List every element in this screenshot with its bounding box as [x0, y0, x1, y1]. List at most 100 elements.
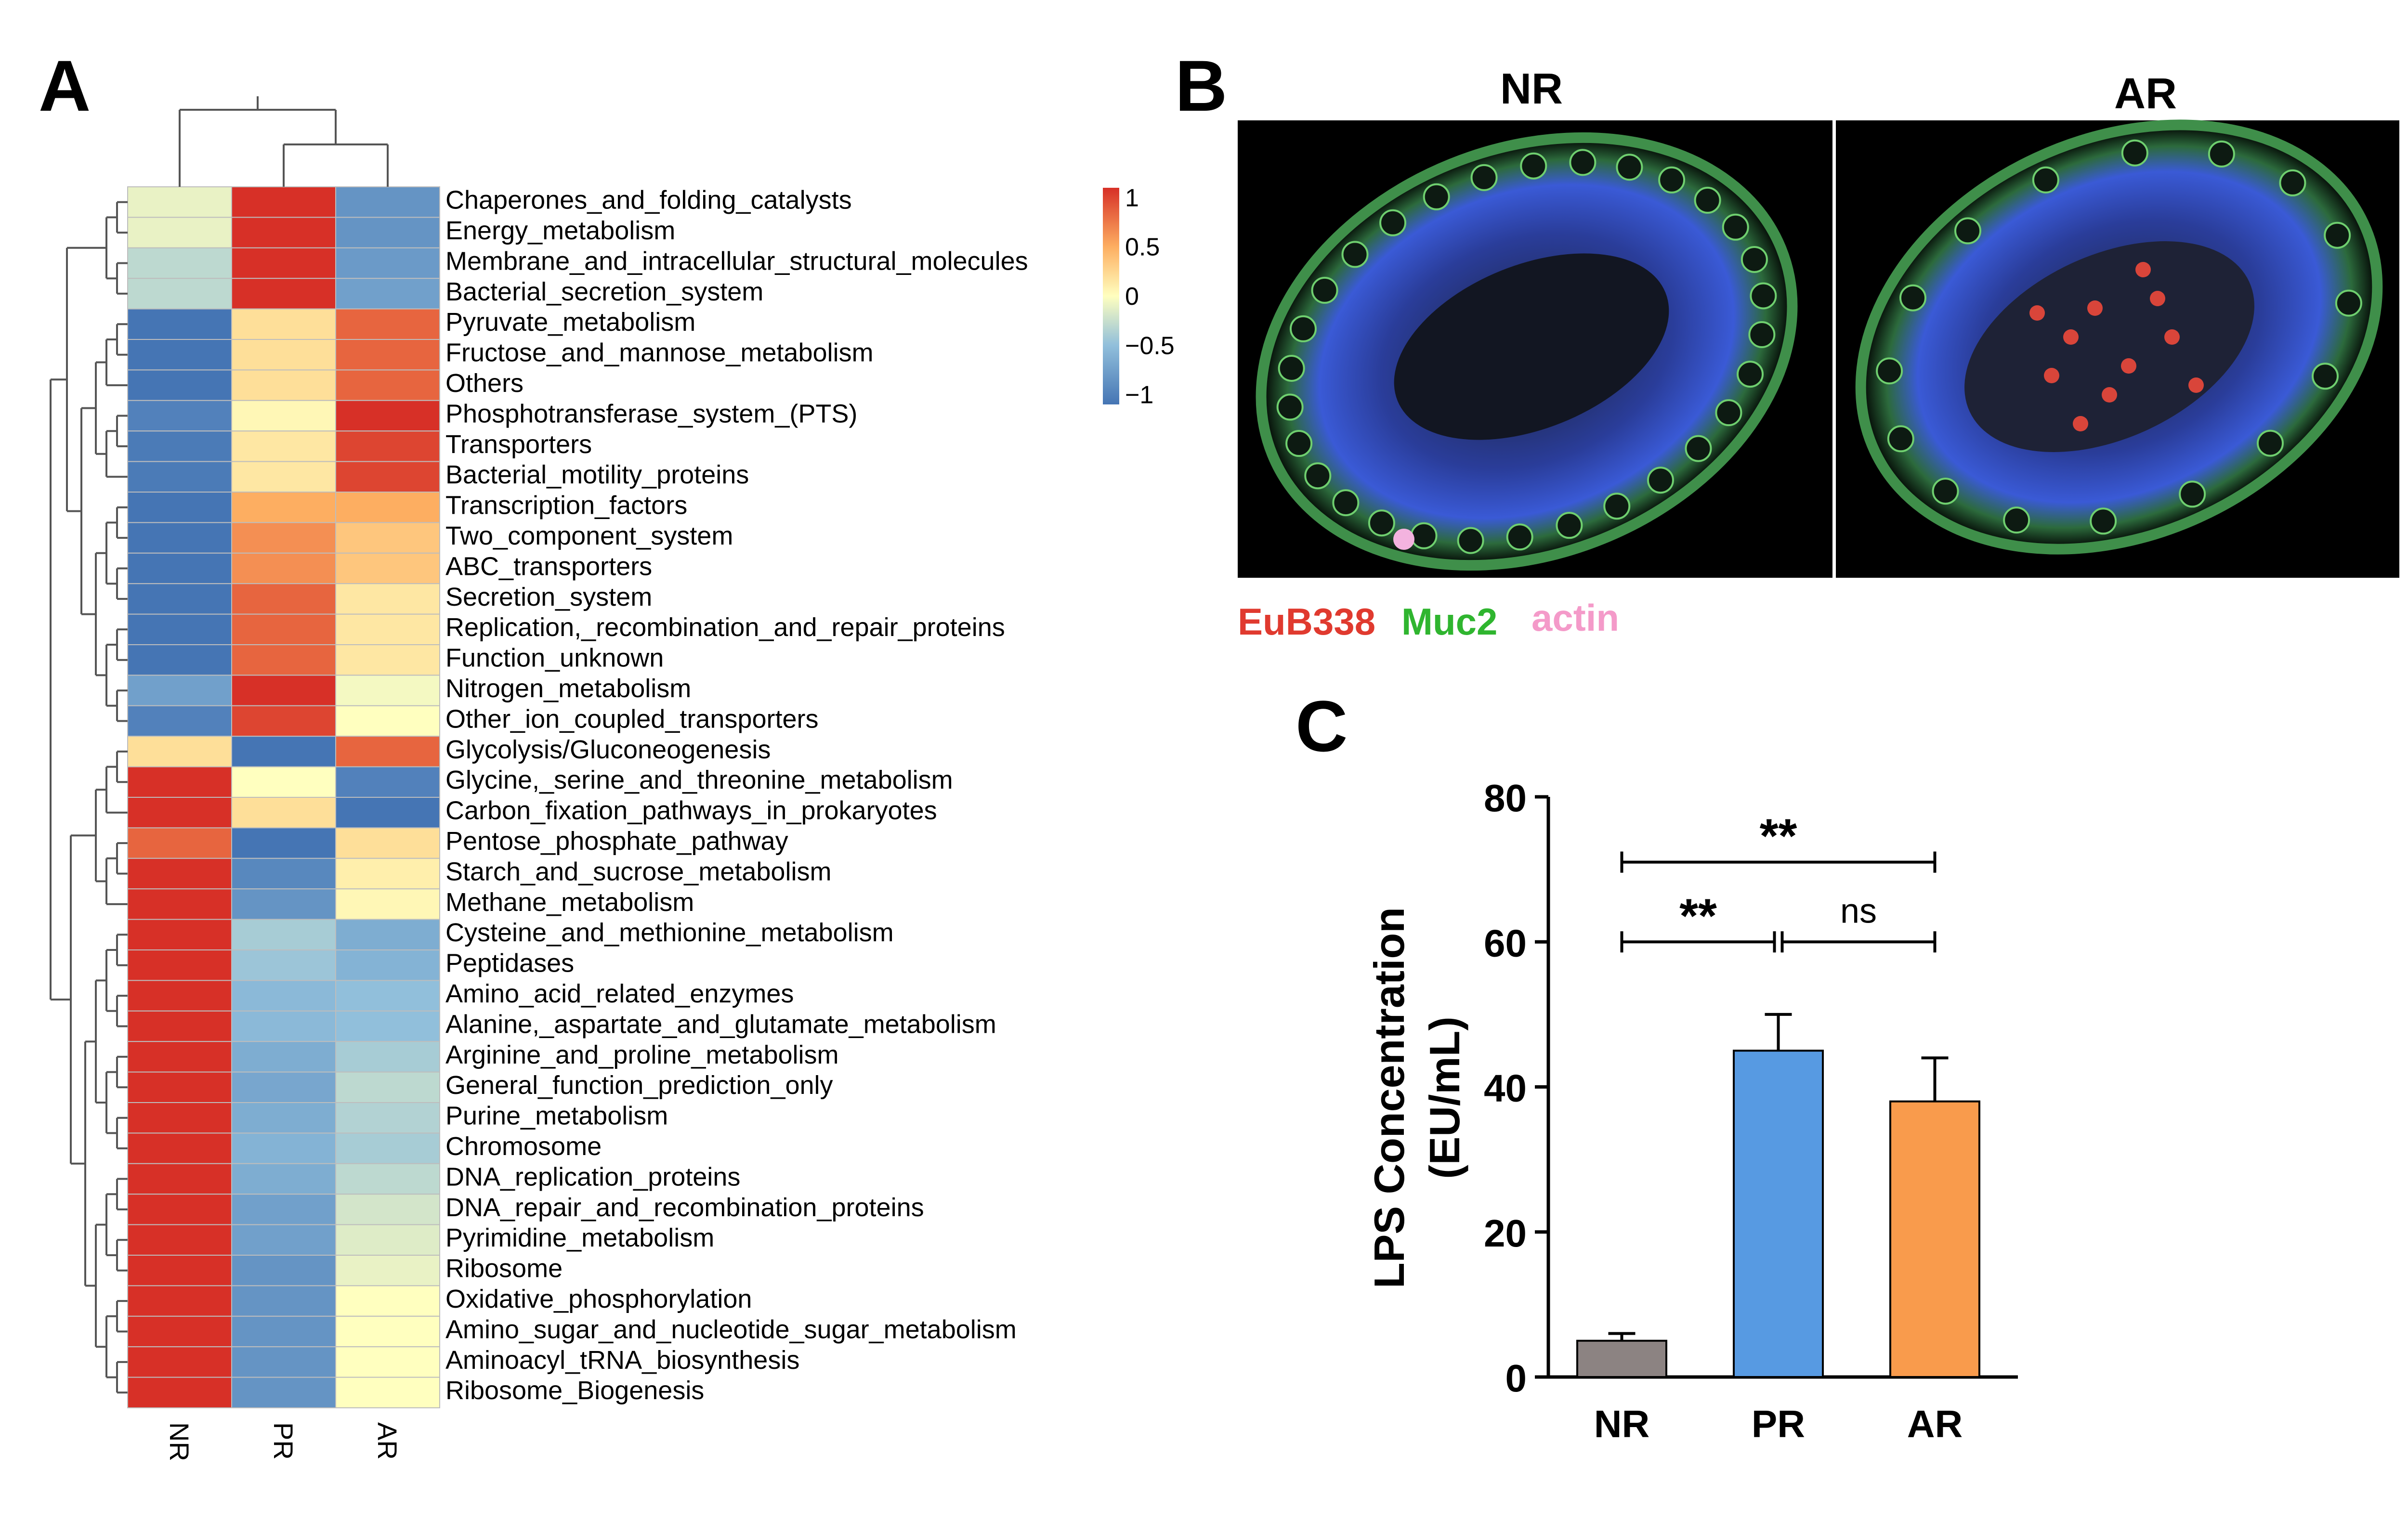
heatmap-cell — [127, 1010, 232, 1042]
heatmap-cell — [335, 1255, 440, 1286]
goblet-cell — [1694, 186, 1721, 214]
y-tick-label: 40 — [1484, 1067, 1527, 1110]
goblet-cell — [1379, 209, 1407, 236]
heatmap-cell — [231, 705, 336, 737]
bacteria-signal — [2087, 300, 2103, 316]
heatmap-cell — [335, 583, 440, 615]
y-tick-label: 0 — [1505, 1357, 1527, 1400]
heatmap-cell — [231, 1071, 336, 1104]
heatmap-cell — [231, 827, 336, 859]
goblet-cell — [1647, 467, 1674, 494]
goblet-cell — [1410, 522, 1438, 549]
heatmap-cell — [127, 1255, 232, 1286]
heatmap-cell — [231, 1194, 336, 1225]
heatmap-cell — [335, 675, 440, 706]
heatmap-cell — [231, 1285, 336, 1317]
goblet-cell — [2003, 507, 2030, 534]
bacteria-signal — [2073, 416, 2088, 431]
goblet-cell — [2256, 429, 2284, 457]
heatmap-cell — [127, 1285, 232, 1317]
color-scale-bar — [1103, 188, 1119, 404]
significance-label: ** — [1679, 889, 1717, 943]
heatmap-cell — [127, 797, 232, 829]
heatmap-cell — [231, 1041, 336, 1073]
heatmap-cell — [231, 919, 336, 950]
heatmap-cell — [127, 705, 232, 737]
heatmap-cell — [127, 583, 232, 615]
heatmap-row-label: Alanine,_aspartate_and_glutamate_metabol… — [445, 1010, 996, 1039]
heatmap-cell — [127, 736, 232, 767]
bacteria-signal — [2164, 329, 2180, 345]
heatmap-cell — [231, 552, 336, 585]
heatmap-row-label: Amino_acid_related_enzymes — [445, 979, 794, 1008]
heatmap-cell — [127, 949, 232, 981]
heatmap-cell — [335, 339, 440, 371]
goblet-cell — [1470, 164, 1498, 191]
heatmap-row-label: Bacterial_secretion_system — [445, 277, 763, 306]
y-tick-label: 80 — [1484, 777, 1527, 819]
heatmap-cell — [335, 308, 440, 340]
heatmap-cell — [127, 613, 232, 645]
color-scale-tick: 0 — [1125, 283, 1139, 311]
heatmap-row-label: Others — [445, 369, 523, 398]
heatmap-cell — [127, 217, 232, 248]
heatmap-row-label: Two_component_system — [445, 521, 733, 550]
heatmap-cell — [231, 461, 336, 493]
heatmap-cell — [231, 949, 336, 981]
goblet-cell — [1715, 399, 1742, 427]
goblet-cell — [2121, 139, 2148, 167]
heatmap-cell — [231, 980, 336, 1012]
heatmap-cell — [231, 492, 336, 523]
heatmap-row-label: Carbon_fixation_pathways_in_prokaryotes — [445, 796, 937, 825]
heatmap-cell — [335, 705, 440, 737]
heatmap-cell — [231, 1346, 336, 1378]
heatmap-cell — [127, 1071, 232, 1104]
bacteria-signal — [2188, 377, 2204, 393]
heatmap-cell — [335, 797, 440, 829]
color-scale-legend: 1 0.5 0 −0.5 −1 — [1103, 184, 1175, 409]
x-tick-label: AR — [1907, 1403, 1963, 1445]
heatmap-row-label: Transcription_factors — [445, 491, 687, 520]
bacteria-signal — [2102, 387, 2117, 403]
heatmap-cell — [335, 888, 440, 920]
goblet-cell — [1748, 321, 1776, 349]
significance-label: ns — [1840, 892, 1877, 930]
significance-label: ** — [1760, 809, 1797, 863]
image-label-ar: AR — [2114, 70, 2177, 118]
heatmap-cell — [231, 797, 336, 829]
heatmap-cell — [231, 278, 336, 310]
goblet-cell — [1750, 282, 1777, 310]
goblet-cell — [1311, 276, 1338, 304]
heatmap-row-label: ABC_transporters — [445, 552, 652, 581]
heatmap-cell — [231, 369, 336, 401]
heatmap-cell — [127, 1102, 232, 1134]
nr-villus-image — [1256, 132, 1798, 571]
heatmap-column-label: NR — [164, 1422, 195, 1461]
heatmap-cell — [127, 1315, 232, 1348]
goblet-cell — [2324, 221, 2351, 249]
heatmap-column-label: AR — [372, 1422, 403, 1460]
panel-c-letter: C — [1296, 686, 1348, 766]
heatmap-cell — [231, 522, 336, 554]
goblet-cell — [1658, 166, 1686, 194]
heatmap-cell — [127, 247, 232, 279]
goblet-cell — [1569, 149, 1597, 176]
goblet-cell — [1457, 527, 1484, 554]
goblet-cell — [1556, 512, 1583, 539]
heatmap-cell — [335, 1194, 440, 1225]
heatmap-cell — [231, 1255, 336, 1286]
bar-nr — [1576, 1339, 1667, 1378]
goblet-cell — [1722, 213, 1749, 241]
heatmap-cell — [231, 888, 336, 920]
heatmap-cell — [231, 644, 336, 676]
heatmap-row-label: General_function_prediction_only — [445, 1071, 833, 1100]
heatmap-cell — [335, 857, 440, 890]
bacteria-signal — [2044, 368, 2059, 383]
goblet-cell — [1368, 509, 1395, 537]
heatmap-column-label: PR — [268, 1422, 299, 1460]
heatmap-cell — [335, 186, 440, 218]
heatmap-cell — [127, 308, 232, 340]
heatmap-cell — [231, 339, 336, 371]
heatmap-cell — [335, 766, 440, 798]
heatmap-row-label: Pyrimidine_metabolism — [445, 1223, 714, 1252]
